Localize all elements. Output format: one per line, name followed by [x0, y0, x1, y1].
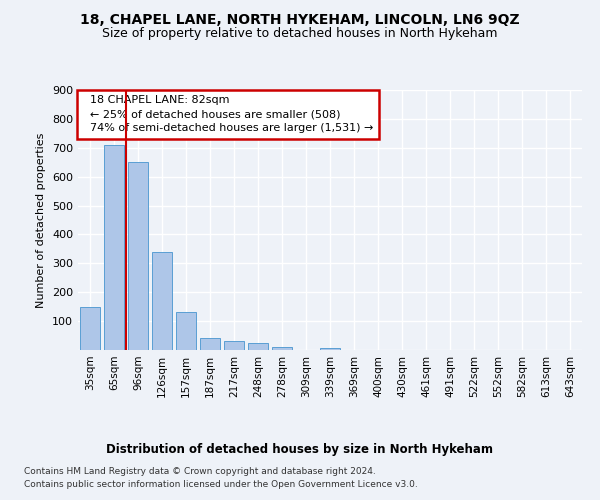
Bar — [152, 252, 172, 350]
Bar — [200, 338, 220, 350]
Text: 18 CHAPEL LANE: 82sqm
  ← 25% of detached houses are smaller (508)
  74% of semi: 18 CHAPEL LANE: 82sqm ← 25% of detached … — [83, 95, 373, 133]
Bar — [224, 341, 244, 350]
Bar — [80, 306, 100, 350]
Bar — [104, 145, 124, 350]
Text: Distribution of detached houses by size in North Hykeham: Distribution of detached houses by size … — [107, 442, 493, 456]
Bar — [248, 343, 268, 350]
Bar — [176, 312, 196, 350]
Text: Contains public sector information licensed under the Open Government Licence v3: Contains public sector information licen… — [24, 480, 418, 489]
Text: Contains HM Land Registry data © Crown copyright and database right 2024.: Contains HM Land Registry data © Crown c… — [24, 468, 376, 476]
Text: Size of property relative to detached houses in North Hykeham: Size of property relative to detached ho… — [102, 28, 498, 40]
Y-axis label: Number of detached properties: Number of detached properties — [37, 132, 46, 308]
Text: 18, CHAPEL LANE, NORTH HYKEHAM, LINCOLN, LN6 9QZ: 18, CHAPEL LANE, NORTH HYKEHAM, LINCOLN,… — [80, 12, 520, 26]
Bar — [128, 162, 148, 350]
Bar — [272, 347, 292, 350]
Bar — [320, 348, 340, 350]
